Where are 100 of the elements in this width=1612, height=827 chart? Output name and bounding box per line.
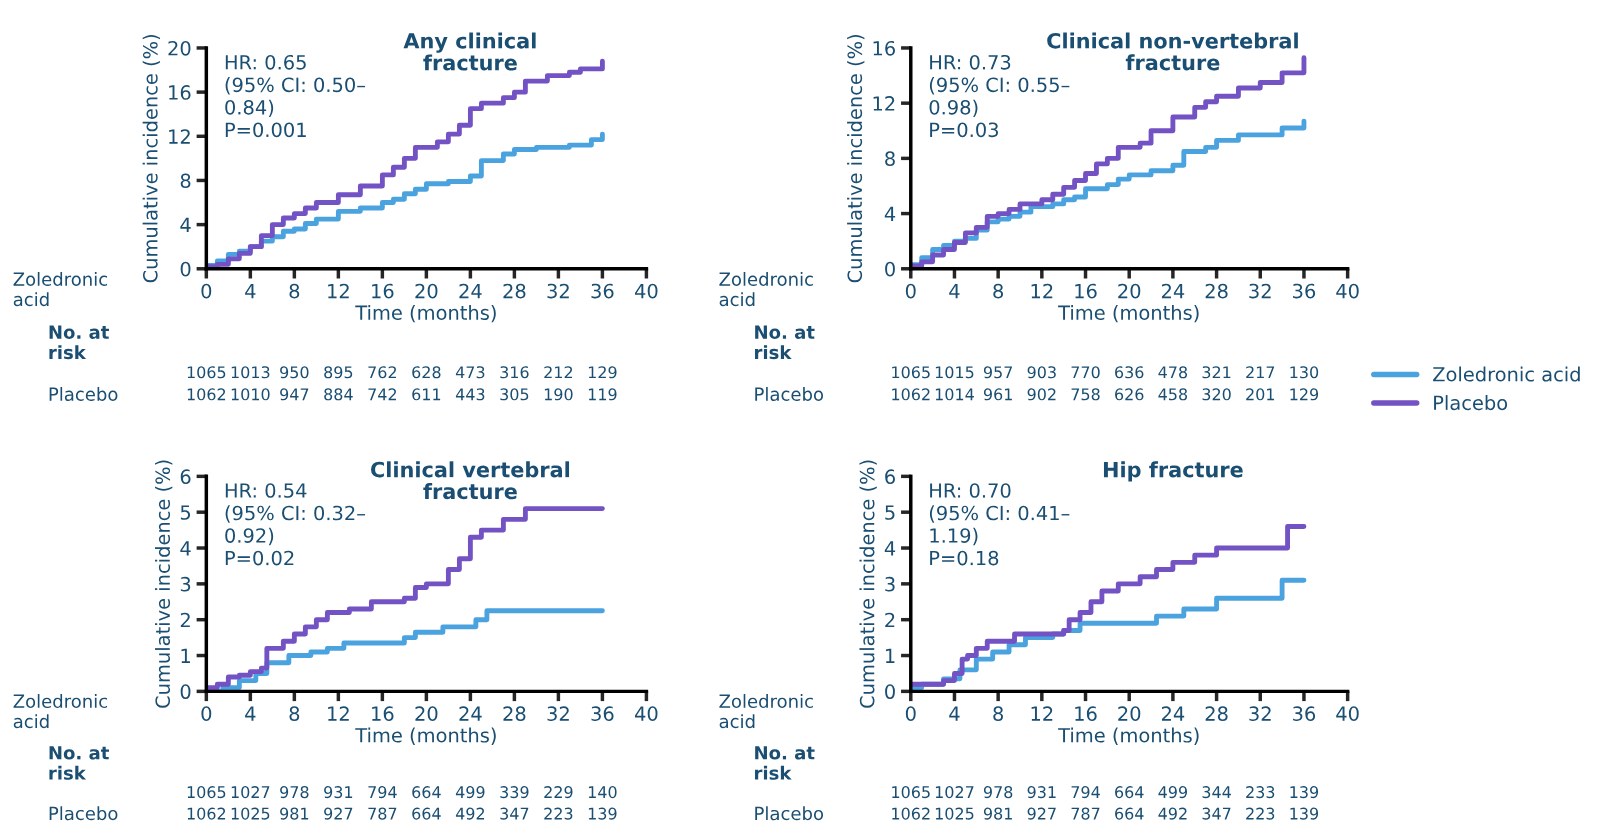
text: 1065 1015 957 903 770 636 478 321 217 130: [892, 366, 1319, 379]
x-tick-label: 0: [201, 283, 212, 299]
x-tick-label: 12: [1031, 283, 1053, 299]
x-tick-label: 16: [1075, 706, 1097, 722]
text: No. at risk: [49, 325, 109, 360]
y-tick-label: 8: [885, 151, 895, 167]
x-tick-label: 16: [1075, 283, 1097, 299]
x-tick-label: 36: [591, 283, 614, 299]
x-tick-label: 16: [372, 283, 394, 299]
y-tick-label: 5: [885, 505, 895, 520]
text: Zoledronic acid: [719, 272, 813, 307]
text: 1065 1027 978 931 794 664 499 344 233 139: [892, 786, 1319, 799]
x-tick-label: 4: [245, 706, 256, 721]
y-tick-label: 3: [180, 576, 191, 592]
x-axis-title: Time (months): [1058, 727, 1199, 745]
x-tick-label: 32: [1249, 283, 1271, 299]
x-tick-label: 12: [328, 283, 349, 299]
legend-label: Zoledronic acid: [1433, 366, 1580, 382]
x-tick-label: 40: [1336, 283, 1359, 299]
y-axis-title: Cumulative incidence (%): [155, 460, 173, 708]
x-tick-label: 24: [1161, 706, 1185, 721]
x-tick-label: 24: [1161, 283, 1185, 299]
x-axis-title: Time (months): [355, 727, 496, 745]
x-tick-label: 16: [372, 706, 394, 722]
y-tick-label: 12: [169, 129, 190, 144]
y-tick-label: 4: [180, 541, 191, 556]
y-tick-label: 0: [885, 684, 895, 700]
text: 1062 1014 961 902 758 626 458 320 201 129: [892, 388, 1319, 401]
text: No. at risk: [755, 746, 815, 780]
x-tick-label: 0: [905, 706, 916, 722]
y-tick-label: 0: [180, 684, 191, 700]
x-tick-label: 40: [634, 283, 658, 299]
x-tick-label: 28: [1205, 283, 1228, 299]
y-tick-label: 2: [180, 612, 190, 628]
y-tick-label: 1: [181, 648, 190, 663]
x-tick-label: 0: [201, 706, 212, 722]
text: Placebo: [49, 387, 118, 401]
text: 1065 1013 950 895 762 628 473 316 212 129: [187, 366, 617, 379]
text: No. at risk: [49, 746, 109, 780]
y-tick-label: 8: [180, 173, 191, 189]
annotation: HR: 0.54 (95% CI: 0.32– 0.92) P=0.02: [225, 483, 366, 566]
chart-title: Any clinical fracture: [403, 32, 536, 71]
y-tick-label: 16: [169, 85, 191, 100]
x-tick-label: 4: [949, 283, 960, 299]
text: Zoledronic acid: [13, 272, 108, 307]
text: Placebo: [755, 387, 824, 401]
text: 1062 1025 981 927 787 664 492 347 223 139: [892, 807, 1319, 820]
x-tick-label: 8: [993, 283, 1004, 299]
y-tick-label: 12: [873, 96, 895, 111]
y-tick-label: 0: [885, 261, 895, 277]
x-tick-label: 36: [1293, 706, 1316, 722]
annotation: HR: 0.70 (95% CI: 0.41– 1.19) P=0.18: [929, 483, 1070, 566]
text: 1062 1010 947 884 742 611 443 305 190 119: [187, 388, 617, 401]
y-axis-title: Cumulative incidence (%): [847, 35, 865, 283]
y-tick-label: 4: [884, 541, 896, 556]
legend-label: Placebo: [1434, 395, 1508, 411]
x-tick-label: 28: [503, 283, 526, 299]
x-axis-title: Time (months): [355, 304, 496, 323]
y-tick-label: 0: [180, 261, 191, 277]
text: 1065 1027 978 931 794 664 499 339 229 140: [187, 786, 617, 799]
y-tick-label: 6: [180, 469, 191, 485]
x-tick-label: 8: [289, 283, 300, 299]
text: 1062 1025 981 927 787 664 492 347 223 139: [187, 807, 617, 820]
x-tick-label: 36: [591, 706, 614, 722]
x-tick-label: 32: [1249, 706, 1271, 722]
x-tick-label: 20: [415, 283, 438, 299]
x-tick-label: 28: [503, 706, 526, 722]
x-tick-label: 40: [1336, 706, 1359, 722]
y-tick-label: 3: [885, 576, 895, 592]
x-tick-label: 12: [328, 706, 349, 721]
x-tick-label: 8: [993, 706, 1004, 722]
y-tick-label: 1: [885, 648, 895, 663]
x-tick-label: 24: [459, 706, 482, 721]
x-tick-label: 32: [547, 283, 569, 299]
text: No. at risk: [755, 325, 815, 360]
x-tick-label: 28: [1205, 706, 1228, 722]
x-tick-label: 32: [547, 706, 569, 722]
y-tick-label: 6: [885, 469, 895, 485]
text: Zoledronic acid: [13, 694, 108, 729]
y-tick-label: 4: [884, 206, 896, 221]
y-tick-label: 5: [180, 505, 191, 520]
text: Placebo: [755, 806, 824, 821]
x-tick-label: 0: [905, 283, 916, 299]
x-tick-label: 20: [1118, 706, 1141, 722]
y-axis-title: Cumulative incidence (%): [142, 35, 160, 283]
x-tick-label: 12: [1031, 706, 1053, 721]
x-tick-label: 36: [1293, 283, 1316, 299]
text: Zoledronic acid: [719, 694, 813, 729]
y-tick-label: 2: [885, 612, 895, 628]
x-axis-title: Time (months): [1058, 304, 1199, 323]
x-tick-label: 24: [459, 283, 482, 299]
chart-title: Clinical vertebral fracture: [371, 461, 570, 500]
x-tick-label: 8: [289, 706, 300, 722]
x-tick-label: 40: [634, 706, 658, 722]
y-axis-title: Cumulative incidence (%): [859, 460, 877, 708]
text: Placebo: [49, 806, 118, 821]
x-tick-label: 20: [1118, 283, 1141, 299]
x-tick-label: 4: [245, 283, 256, 299]
x-tick-label: 4: [949, 706, 960, 721]
y-tick-label: 16: [873, 40, 895, 56]
